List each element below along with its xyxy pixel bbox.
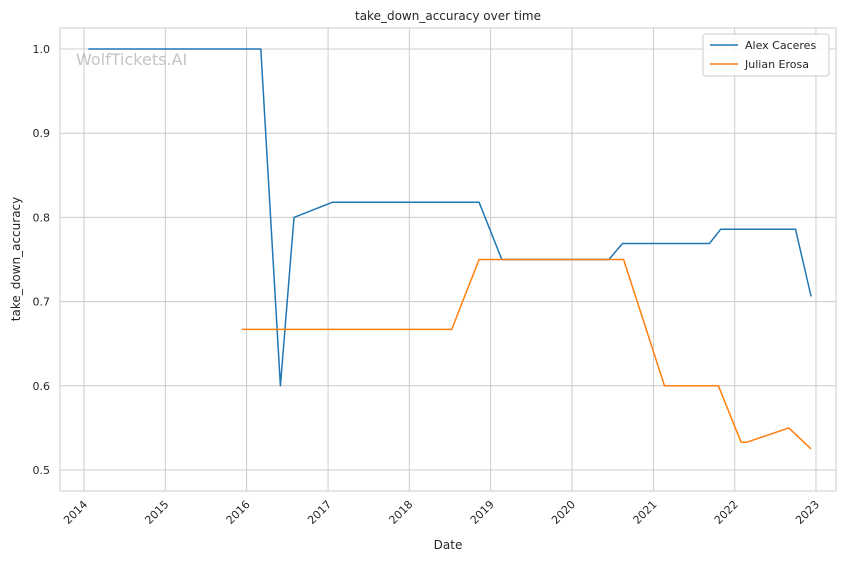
y-tick-label: 0.9	[33, 127, 51, 140]
x-tick-label: 2020	[549, 498, 578, 527]
legend-label-julian-erosa: Julian Erosa	[744, 58, 809, 71]
x-tick-label: 2015	[142, 498, 171, 527]
plot-frame	[59, 27, 837, 492]
y-tick-label: 0.5	[33, 464, 51, 477]
y-tick-label: 0.7	[33, 296, 51, 309]
watermark: WolfTickets.AI	[76, 50, 187, 69]
x-axis-label: Date	[434, 538, 463, 552]
x-tick-label: 2019	[468, 498, 497, 527]
x-tick-label: 2017	[305, 498, 334, 527]
legend-label-alex-caceres: Alex Caceres	[745, 39, 816, 52]
series-line-julian-erosa	[241, 258, 812, 450]
y-tick-label: 0.6	[33, 380, 51, 393]
chart-title: take_down_accuracy over time	[355, 9, 541, 23]
x-tick-label: 2021	[631, 498, 660, 527]
y-tick-label: 0.8	[33, 211, 51, 224]
x-tick-label: 2023	[793, 498, 822, 527]
series-lines	[88, 48, 812, 450]
x-tick-label: 2018	[386, 498, 415, 527]
y-tick-label: 1.0	[33, 43, 51, 56]
y-axis-label: take_down_accuracy	[9, 197, 23, 321]
x-tick-label: 2022	[712, 498, 741, 527]
plot-area	[60, 28, 836, 491]
legend: Alex Caceres Julian Erosa	[702, 33, 830, 77]
x-tick-label: 2016	[224, 498, 253, 527]
x-tick-label: 2014	[61, 498, 90, 527]
